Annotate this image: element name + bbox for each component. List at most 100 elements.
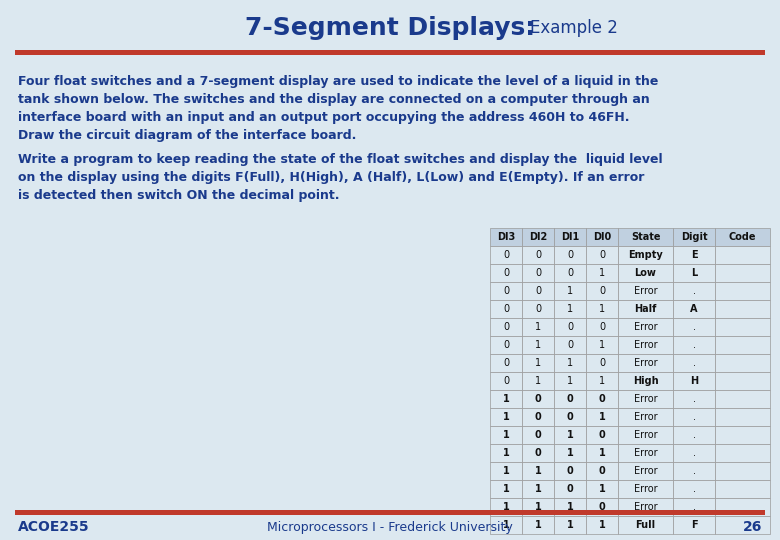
Text: 0: 0 [566, 466, 573, 476]
Bar [522, 246, 554, 264]
Text: 0: 0 [503, 268, 509, 278]
Text: 0: 0 [503, 250, 509, 260]
Bar [490, 282, 522, 300]
Bar [618, 228, 673, 246]
Bar [618, 462, 673, 480]
Bar [673, 336, 715, 354]
Text: on the display using the digits F(Full), H(High), A (Half), L(Low) and E(Empty).: on the display using the digits F(Full),… [18, 171, 644, 184]
Bar [673, 300, 715, 318]
Bar [554, 372, 586, 390]
Bar [673, 318, 715, 336]
Bar [522, 228, 554, 246]
Text: 26: 26 [743, 520, 762, 534]
Text: 1: 1 [599, 376, 605, 386]
Bar [618, 408, 673, 426]
Bar [715, 480, 770, 498]
Text: 1: 1 [534, 502, 541, 512]
Bar [490, 354, 522, 372]
Text: 0: 0 [599, 286, 605, 296]
Text: 0: 0 [567, 322, 573, 332]
Bar [673, 282, 715, 300]
Bar [618, 318, 673, 336]
Text: Error: Error [633, 448, 658, 458]
Text: 1: 1 [534, 466, 541, 476]
Text: 1: 1 [566, 430, 573, 440]
Bar [490, 408, 522, 426]
Text: 1: 1 [599, 340, 605, 350]
Text: 0: 0 [535, 250, 541, 260]
Bar [586, 462, 618, 480]
Text: Error: Error [633, 286, 658, 296]
Bar [586, 444, 618, 462]
Text: Error: Error [633, 484, 658, 494]
Bar [522, 318, 554, 336]
Bar [490, 372, 522, 390]
Bar [618, 336, 673, 354]
Bar [715, 336, 770, 354]
Bar [586, 318, 618, 336]
Text: .: . [693, 340, 696, 350]
Bar [15, 50, 765, 55]
Bar [715, 228, 770, 246]
Text: 1: 1 [502, 448, 509, 458]
Text: 0: 0 [599, 250, 605, 260]
Text: 1: 1 [567, 304, 573, 314]
Text: Low: Low [635, 268, 657, 278]
Bar [586, 408, 618, 426]
Text: 1: 1 [598, 412, 605, 422]
Text: Error: Error [633, 502, 658, 512]
Bar [554, 480, 586, 498]
Bar [715, 246, 770, 264]
Bar [673, 498, 715, 516]
Bar [554, 264, 586, 282]
Text: 1: 1 [599, 268, 605, 278]
Text: 0: 0 [503, 304, 509, 314]
Bar [618, 354, 673, 372]
Text: Write a program to keep reading the state of the float switches and display the : Write a program to keep reading the stat… [18, 153, 663, 166]
Text: 1: 1 [598, 448, 605, 458]
Text: 1: 1 [502, 412, 509, 422]
Bar [673, 516, 715, 534]
Text: .: . [693, 394, 696, 404]
Text: 1: 1 [598, 484, 605, 494]
Bar [715, 390, 770, 408]
Text: 0: 0 [567, 268, 573, 278]
Bar [554, 246, 586, 264]
Bar [554, 444, 586, 462]
Text: 0: 0 [534, 394, 541, 404]
Bar [586, 372, 618, 390]
Text: Error: Error [633, 340, 658, 350]
Text: 1: 1 [502, 466, 509, 476]
Text: 0: 0 [566, 484, 573, 494]
Bar [586, 228, 618, 246]
Bar [554, 498, 586, 516]
Bar [522, 498, 554, 516]
Bar [715, 354, 770, 372]
Text: Error: Error [633, 322, 658, 332]
Bar [490, 264, 522, 282]
Text: L: L [691, 268, 697, 278]
Text: 1: 1 [567, 286, 573, 296]
Bar [522, 336, 554, 354]
Text: 1: 1 [502, 430, 509, 440]
Text: Draw the circuit diagram of the interface board.: Draw the circuit diagram of the interfac… [18, 129, 356, 142]
Text: 0: 0 [503, 376, 509, 386]
Text: 0: 0 [598, 394, 605, 404]
Text: 0: 0 [598, 502, 605, 512]
Text: .: . [693, 466, 696, 476]
Text: 0: 0 [598, 466, 605, 476]
Text: E: E [690, 250, 697, 260]
Bar [673, 228, 715, 246]
Text: 0: 0 [535, 268, 541, 278]
Bar [673, 390, 715, 408]
Text: 1: 1 [502, 484, 509, 494]
Text: 1: 1 [599, 304, 605, 314]
Bar [673, 372, 715, 390]
Bar [490, 462, 522, 480]
Text: .: . [693, 430, 696, 440]
Bar [522, 390, 554, 408]
Bar [673, 462, 715, 480]
Text: 0: 0 [534, 448, 541, 458]
Text: 0: 0 [598, 430, 605, 440]
Text: 0: 0 [534, 412, 541, 422]
